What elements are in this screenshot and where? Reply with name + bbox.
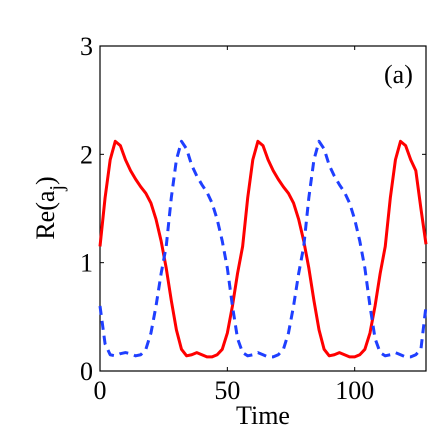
y-axis-label: Re(aj) bbox=[31, 176, 68, 239]
plot-frame bbox=[99, 45, 427, 372]
x-axis-label: Time bbox=[236, 401, 290, 430]
y-tick-label: 1 bbox=[80, 249, 93, 278]
series-line-2 bbox=[98, 139, 428, 359]
tick-labels-layer: 0 50 100 0 1 2 3 bbox=[80, 32, 374, 405]
panel-label: (a) bbox=[384, 60, 413, 89]
ticks-layer bbox=[99, 45, 426, 372]
y-tick-label: 0 bbox=[80, 357, 93, 386]
y-axis-label-main: Re(a bbox=[31, 190, 60, 240]
series-layer bbox=[98, 139, 428, 359]
y-tick-label: 3 bbox=[80, 32, 93, 61]
x-tick-label: 100 bbox=[335, 376, 374, 405]
y-tick-label: 2 bbox=[80, 140, 93, 169]
svg-text:Re(aj): Re(aj) bbox=[31, 176, 68, 239]
y-axis-label-subscript: j bbox=[46, 185, 68, 192]
x-tick-label: 0 bbox=[94, 376, 107, 405]
y-axis-label-close: ) bbox=[31, 176, 60, 185]
x-tick-label: 50 bbox=[214, 376, 240, 405]
series-line-1 bbox=[98, 139, 428, 359]
